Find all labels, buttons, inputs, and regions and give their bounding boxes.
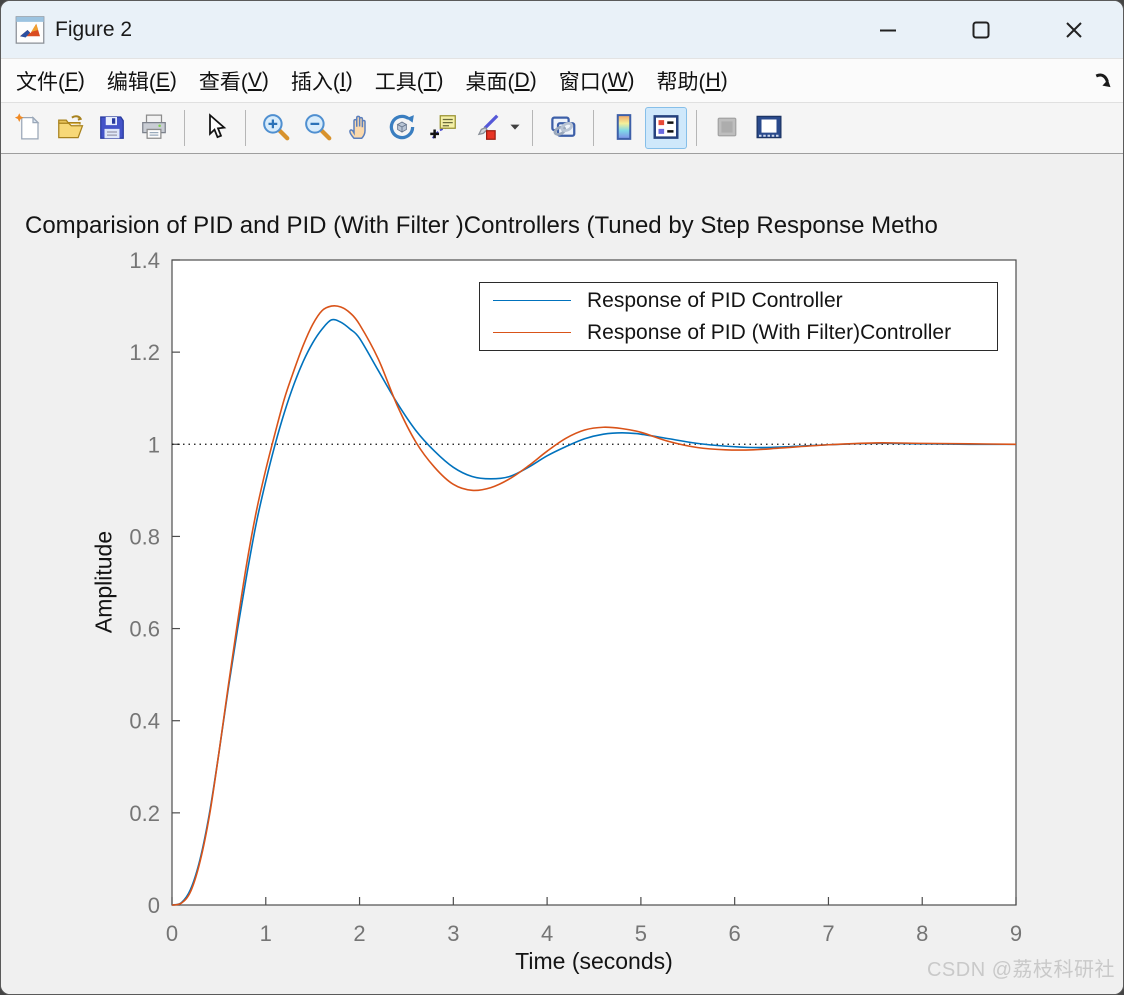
zoom-out-icon [303,112,333,145]
window-controls [818,10,1123,50]
data-cursor-icon [429,112,459,145]
figure-canvas: 0 1 2 3 4 5 6 7 8 9 0 0.2 0.4 0.6 0.8 1 1.2 1.4 Comparisi… [1,154,1123,994]
x-tick-label: 4 [541,921,553,946]
menu-item-D[interactable]: 桌面(D) [465,68,537,94]
legend-label: Response of PID Controller [587,288,843,312]
link-plot-button[interactable] [542,107,584,149]
x-tick-label: 0 [166,921,178,946]
y-axis-label: Amplitude [90,530,117,634]
toolbar-separator [532,110,533,146]
rotate-3d-button[interactable] [381,107,423,149]
brush-data-button[interactable] [465,107,507,149]
insert-colorbar-icon [609,112,639,145]
menu-bar: 文件(F) 编辑(E) 查看(V) 插入(I) 工具(T) 桌面(D) 窗口(W) 帮助(H) [1,58,1123,102]
matlab-figure-icon [15,15,45,45]
hide-plot-tools-icon [712,112,742,145]
y-tick-label: 1.4 [129,248,160,273]
insert-colorbar-button[interactable] [603,107,645,149]
rotate-3d-icon [387,112,417,145]
response-curve-pid [171,318,1017,906]
x-tick-label: 1 [260,921,272,946]
y-tick-label: 0.2 [129,801,160,826]
zoom-out-button[interactable] [297,107,339,149]
brush-data-icon [471,112,501,145]
x-tick-label: 8 [916,921,928,946]
legend-line-sample [493,300,571,301]
insert-legend-button[interactable] [645,107,687,149]
toolbar-separator [696,110,697,146]
menu-item-F[interactable]: 文件(F) [16,68,85,94]
open-file-icon [55,112,85,145]
maximize-icon [972,21,990,38]
new-figure-button[interactable] [7,107,49,149]
open-file-button[interactable] [49,107,91,149]
print-figure-button[interactable] [133,107,175,149]
maximize-button[interactable] [958,10,1004,50]
y-tick-label: 1 [148,432,160,457]
zoom-in-button[interactable] [255,107,297,149]
link-plot-icon [548,112,578,145]
toolbar-separator [593,110,594,146]
x-tick-label: 7 [822,921,834,946]
new-figure-icon [13,112,43,145]
edit-plot-pointer-button[interactable] [194,107,236,149]
response-curve-pid-with-filter [171,304,1017,906]
brush-dropdown-caret-icon [509,121,521,136]
y-tick-label: 0 [148,893,160,918]
insert-legend-icon [651,112,681,145]
save-figure-button[interactable] [91,107,133,149]
brush-dropdown-caret-button[interactable] [507,107,523,149]
menu-item-H[interactable]: 帮助(H) [656,68,728,94]
x-tick-label: 5 [635,921,647,946]
x-tick-label: 9 [1010,921,1022,946]
hide-plot-tools-button[interactable] [706,107,748,149]
legend-box[interactable]: Response of PID Controller Response of PI… [479,282,998,351]
window-title: Figure 2 [55,17,133,41]
legend-entry: Response of PID Controller [480,285,997,317]
legend-line-sample [493,332,571,333]
x-axis-label: Time (seconds) [515,948,673,974]
print-figure-icon [139,112,169,145]
close-button[interactable] [1051,10,1097,50]
zoom-in-icon [261,112,291,145]
close-icon [1066,21,1082,38]
dock-figure-arrow-icon[interactable] [1091,67,1115,91]
legend-entry: Response of PID (With Filter)Controller [480,317,997,349]
x-tick-label: 3 [447,921,459,946]
toolbar-separator [245,110,246,146]
edit-plot-pointer-icon [200,112,230,145]
plot-title: Comparision of PID and PID (With Filter … [25,212,938,239]
menu-item-E[interactable]: 编辑(E) [106,68,177,94]
y-tick-label: 0.4 [129,709,160,734]
figure-toolbar [1,102,1123,154]
menu-item-I[interactable]: 插入(I) [290,68,353,94]
minimize-icon [880,29,896,31]
data-cursor-button[interactable] [423,107,465,149]
y-tick-label: 1.2 [129,340,160,365]
show-plot-tools-dock-button[interactable] [748,107,790,149]
legend-label: Response of PID (With Filter)Controller [587,320,952,344]
menu-item-V[interactable]: 查看(V) [198,68,269,94]
title-bar: Figure 2 [1,1,1123,58]
menu-item-T[interactable]: 工具(T) [374,68,444,94]
menu-item-W[interactable]: 窗口(W) [558,68,635,94]
x-tick-label: 6 [729,921,741,946]
pan-hand-icon [345,112,375,145]
y-tick-label: 0.8 [129,524,160,549]
pan-hand-button[interactable] [339,107,381,149]
y-tick-label: 0.6 [129,617,160,642]
save-figure-icon [97,112,127,145]
minimize-button[interactable] [865,10,911,50]
show-plot-tools-dock-icon [754,112,784,145]
axes-box [171,259,1017,906]
watermark: CSDN @荔枝科研社 [926,959,1115,981]
x-tick-label: 2 [353,921,365,946]
toolbar-separator [184,110,185,146]
axes-plot: 0 1 2 3 4 5 6 7 8 9 0 0.2 0.4 0.6 0.8 1 1.2 1.4 [129,248,1022,946]
